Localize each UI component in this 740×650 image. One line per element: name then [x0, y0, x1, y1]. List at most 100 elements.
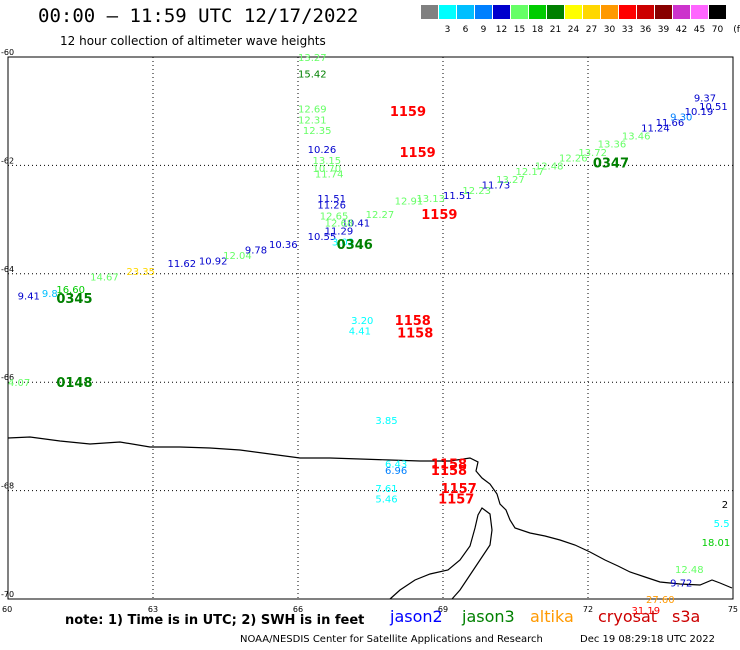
pass-time-label: 1159 — [400, 146, 436, 161]
wave-height-value: 10.92 — [199, 256, 228, 267]
wave-height-value: 12.26 — [559, 153, 588, 164]
color-scale-swatch — [673, 5, 690, 19]
color-scale-label: 12 — [495, 25, 508, 35]
color-scale-swatch — [637, 5, 654, 19]
wave-height-value: 4.41 — [349, 327, 371, 338]
wave-height-value: 27.60 — [646, 595, 675, 606]
wave-height-value: 9.8 — [42, 289, 58, 300]
wave-height-value: 10.26 — [308, 145, 337, 156]
wave-height-value: 9.41 — [18, 291, 40, 302]
latitude-tick-label: -60 — [1, 48, 14, 57]
latitude-tick-label: -62 — [1, 156, 14, 165]
wave-height-value: 11.24 — [641, 123, 670, 134]
map-subtitle: 12 hour collection of altimeter wave hei… — [60, 34, 326, 48]
satellite-legend-item: s3a — [672, 607, 701, 626]
color-scale-swatch — [493, 5, 510, 19]
wave-height-value: 11.74 — [315, 170, 344, 181]
wave-height-value: 11.51 — [443, 191, 472, 202]
pass-time-label: 1157 — [438, 493, 474, 508]
latitude-tick-labels: -60 -62 -64 -66 -68 -70 — [1, 48, 14, 599]
wave-height-value: 13.27 — [298, 53, 327, 64]
pass-time-label: 1159 — [390, 105, 426, 120]
color-scale-swatch — [439, 5, 456, 19]
pass-time-label: 0346 — [337, 238, 373, 253]
color-scale-swatch — [601, 5, 618, 19]
wave-height-value: 11.29 — [325, 226, 354, 237]
wave-height-value: 6.96 — [385, 466, 407, 477]
wave-height-value: 3.20 — [351, 316, 373, 327]
wave-height-value: 12.48 — [675, 565, 704, 576]
color-scale-swatch — [475, 5, 492, 19]
latitude-tick-label: -66 — [1, 373, 14, 382]
wave-height-value: 3.85 — [375, 416, 397, 427]
map-frame — [7, 56, 734, 600]
pass-time-label: 1158 — [395, 314, 431, 329]
wave-height-value: 13.13 — [416, 194, 445, 205]
wave-height-value: 12.04 — [223, 251, 252, 262]
wave-height-value: 13.27 — [496, 175, 525, 186]
wave-height-value: 12.68 — [325, 218, 354, 229]
satellite-legend-item: cryosat — [598, 607, 658, 626]
wave-height-value: 18.01 — [702, 538, 731, 549]
color-scale-label: 15 — [513, 25, 526, 35]
wave-height-value: 13.36 — [598, 140, 627, 151]
satellite-legend-item: jason2 — [390, 607, 443, 626]
color-scale-swatch — [457, 5, 474, 19]
pass-time-label: 1158 — [431, 464, 467, 479]
wave-height-value: 13.72 — [578, 148, 607, 159]
wave-height-value: 11.66 — [656, 118, 685, 129]
color-scale-swatch — [529, 5, 546, 19]
color-scale-label: 45 — [693, 25, 706, 35]
color-scale-swatch — [619, 5, 636, 19]
pass-time-label: 1159 — [421, 208, 457, 223]
wave-height-value: 5.46 — [375, 495, 397, 506]
wave-height-value: 16.60 — [56, 285, 85, 296]
wave-height-value: 11.51 — [317, 194, 346, 205]
wave-height-value: 10.19 — [685, 107, 714, 118]
wave-height-value: 12.48 — [535, 161, 564, 172]
inland-outline — [389, 507, 493, 600]
antarctic-coastline — [7, 436, 733, 589]
wave-height-value: 6.43 — [385, 460, 407, 471]
color-scale-label: 33 — [621, 25, 634, 35]
wave-height-value: 12.69 — [298, 104, 327, 115]
wave-height-value: 5.5 — [714, 519, 730, 530]
wave-height-value: 10.36 — [269, 240, 298, 251]
wave-height-value: 10.70 — [313, 164, 342, 175]
wave-height-value: 13.46 — [622, 132, 651, 143]
longitude-tick-labels: 60 63 66 69 72 75 — [2, 605, 738, 614]
color-scale-label: 30 — [603, 25, 616, 35]
wave-height-value: 15.42 — [298, 69, 327, 80]
generated-timestamp: Dec 19 08:29:18 UTC 2022 — [580, 634, 715, 645]
longitude-tick-label: 75 — [728, 605, 738, 614]
credit-line: NOAA/NESDIS Center for Satellite Applica… — [240, 634, 543, 645]
pass-time-labels: 0345014803460347115911591159115811581158… — [56, 105, 629, 508]
wave-height-value: 7.61 — [375, 484, 397, 495]
wave-height-value: 11.73 — [482, 180, 511, 191]
wave-height-value: 12.23 — [462, 186, 491, 197]
longitude-tick-label: 63 — [148, 605, 158, 614]
color-scale-swatch — [547, 5, 564, 19]
color-scale-label: 6 — [462, 25, 469, 35]
longitude-tick-label: 69 — [438, 605, 448, 614]
color-scale-swatch — [583, 5, 600, 19]
color-scale-unit: (ft) — [733, 25, 740, 35]
grid-lines — [8, 57, 733, 599]
wave-height-value: 23.35 — [126, 267, 155, 278]
pass-time-label: 1158 — [397, 326, 433, 341]
wave-height-value: 9.37 — [694, 94, 716, 105]
satellite-legend-item: altika — [530, 607, 574, 626]
wave-height-value: 4.07 — [8, 378, 30, 389]
color-scale-label: 70 — [711, 25, 724, 35]
wave-height-value: 11.26 — [317, 200, 346, 211]
satellite-legend-item: jason3 — [462, 607, 515, 626]
wave-height-value: 13.15 — [313, 156, 342, 167]
wave-height-value: 12.91 — [395, 197, 424, 208]
wave-height-value: 10.51 — [699, 102, 728, 113]
wave-height-value: 12.31 — [298, 115, 327, 126]
color-scale-label: 39 — [657, 25, 670, 35]
wave-height-value: 12.27 — [366, 210, 395, 221]
pass-time-label: 0347 — [593, 157, 629, 172]
